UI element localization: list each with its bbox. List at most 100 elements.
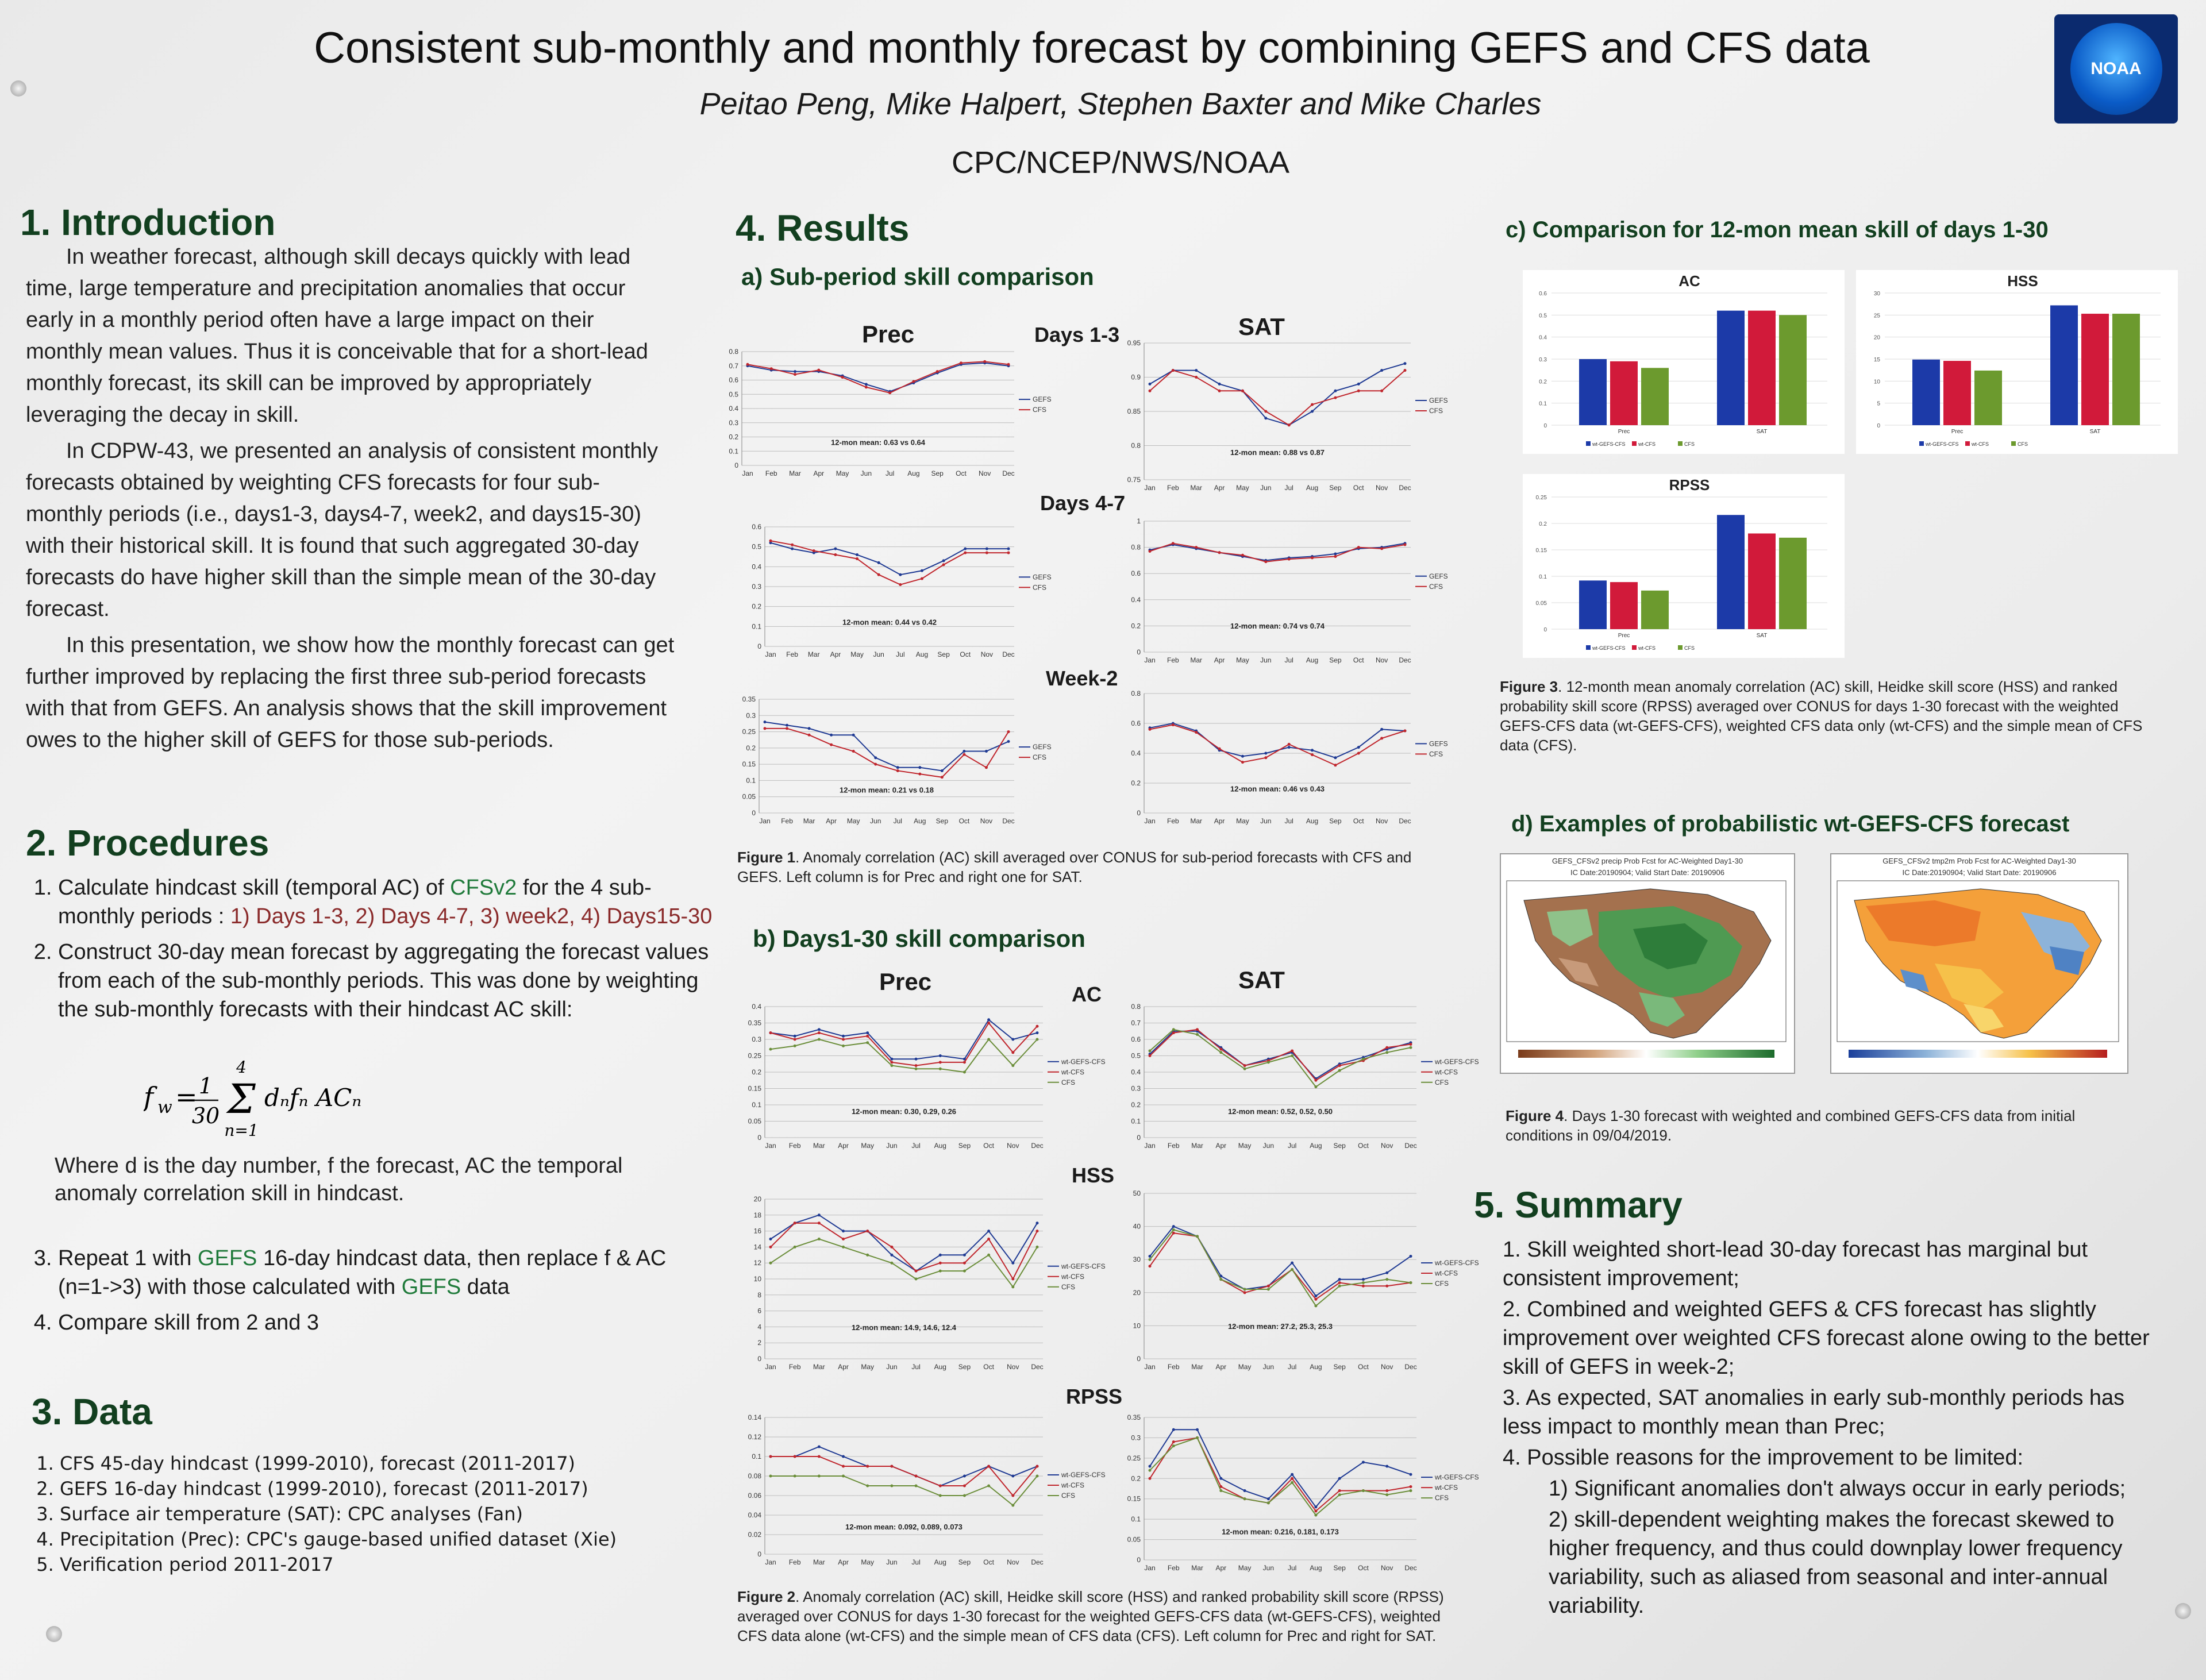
row-title-rpss: RPSS xyxy=(1066,1385,1123,1408)
data-point-wt-cfs xyxy=(1338,1064,1341,1068)
formula-equals: = xyxy=(175,1081,198,1112)
x-tick-label: Sep xyxy=(1329,817,1342,825)
data-point-cfs xyxy=(791,543,794,546)
bar-cfs xyxy=(1974,370,2002,425)
x-tick-label: Sep xyxy=(931,469,944,477)
data-point-cfs xyxy=(1291,1054,1294,1057)
figure1-label: Figure 1 xyxy=(737,849,796,866)
data-point-cfs xyxy=(935,370,939,373)
x-tick-label: Feb xyxy=(1168,1142,1180,1150)
y-tick-label: 0.25 xyxy=(742,728,756,736)
data-point-wt-cfs xyxy=(1314,1297,1318,1301)
procedures-heading: 2. Procedures xyxy=(26,822,270,864)
data-point-gefs xyxy=(1311,749,1314,752)
x-tick-label: Mar xyxy=(813,1558,825,1566)
x-tick-label: May xyxy=(861,1558,874,1566)
y-tick-label: 0.15 xyxy=(742,760,756,768)
data-point-cfs xyxy=(1314,1085,1318,1089)
data-point-wt-gefs-cfs xyxy=(914,1057,918,1061)
data-point-wt-gefs-cfs xyxy=(1148,1465,1152,1468)
data-point-gefs xyxy=(794,370,797,373)
y-tick-label: 0.06 xyxy=(748,1492,762,1500)
data-point-wt-cfs xyxy=(1361,1284,1365,1288)
x-tick-label: Feb xyxy=(789,1558,801,1566)
data-point-gefs xyxy=(1357,746,1360,749)
x-tick-label: Apr xyxy=(1214,484,1225,492)
data-point-wt-cfs xyxy=(1172,1231,1175,1235)
data-point-cfs xyxy=(1243,1288,1246,1291)
y-tick-label: 14 xyxy=(754,1243,762,1251)
legend-label: CFS xyxy=(1435,1078,1449,1086)
data-point-cfs xyxy=(793,1474,796,1478)
x-tick-label: SAT xyxy=(2090,429,2101,435)
results-a-heading: a) Sub-period skill comparison xyxy=(741,263,1094,290)
x-tick-label: Apr xyxy=(1214,656,1225,664)
y-tick-label: 5 xyxy=(1877,401,1880,407)
x-tick-label: Mar xyxy=(803,817,815,825)
data-point-cfs xyxy=(1264,560,1268,564)
procedure-item: Compare skill from 2 and 3 xyxy=(58,1308,719,1337)
data-point-cfs xyxy=(842,1474,845,1478)
data-point-wt-cfs xyxy=(938,1484,942,1488)
row-title-days4-7: Days 4-7 xyxy=(1040,491,1126,515)
x-tick-label: Jul xyxy=(1288,1363,1296,1371)
data-point-wt-cfs xyxy=(1314,1509,1318,1513)
data-point-cfs xyxy=(1314,1513,1318,1517)
series-line-gefs xyxy=(747,362,1009,392)
x-tick-label: Jul xyxy=(1288,1564,1296,1572)
x-tick-label: Nov xyxy=(980,817,992,825)
bar-chart-hss: HSS 0 5 10 15 20 25 30 Prec SAT wt-GEFS-CFS wt-CFS C… xyxy=(1856,270,2178,454)
bar-cfs xyxy=(2112,314,2140,425)
data-point-cfs xyxy=(1385,1051,1389,1054)
results-heading: 4. Results xyxy=(736,207,910,249)
intro-body: In weather forecast, although skill deca… xyxy=(26,241,675,756)
data-point-wt-cfs xyxy=(793,1455,796,1458)
data-point-cfs xyxy=(1148,1469,1152,1472)
data-point-wt-cfs xyxy=(914,1064,918,1068)
data-point-wt-cfs xyxy=(1243,1291,1246,1294)
x-tick-label: Mar xyxy=(1190,484,1202,492)
x-tick-label: Apr xyxy=(1215,1564,1226,1572)
data-point-cfs xyxy=(1361,1489,1365,1493)
data-point-wt-gefs-cfs xyxy=(1148,1254,1152,1258)
data-point-gefs xyxy=(1007,547,1010,550)
procedure-text: data xyxy=(461,1275,510,1299)
bar-wt-cfs xyxy=(1748,310,1776,425)
y-tick-label: 0 xyxy=(752,809,756,817)
data-point-cfs xyxy=(1172,1228,1175,1231)
data-point-cfs xyxy=(1385,1493,1389,1497)
data-point-cfs xyxy=(1148,389,1152,392)
y-tick-label: 0.05 xyxy=(1536,600,1547,607)
data-point-wt-cfs xyxy=(769,1245,772,1249)
x-tick-label: Aug xyxy=(1310,1564,1322,1572)
chart-prec-ac: 0 0.05 0.1 0.15 0.2 0.25 0.3 0.35 0.4 Jan Feb Mar Ap… xyxy=(738,1000,1112,1155)
data-point-wt-gefs-cfs xyxy=(1291,1261,1294,1265)
x-tick-label: Aug xyxy=(934,1363,946,1371)
x-tick-label: Aug xyxy=(1310,1142,1322,1150)
chart-mean-annotation: 12-mon mean: 0.46 vs 0.43 xyxy=(1230,785,1325,793)
data-point-cfs xyxy=(1409,1489,1412,1493)
bar-wt-cfs xyxy=(1748,533,1776,629)
chart-prec-days1-3: 0 0.1 0.2 0.3 0.4 0.5 0.6 0.7 0.8 Jan Feb Mar Apr May… xyxy=(715,345,1083,483)
data-point-wt-cfs xyxy=(1148,1265,1152,1268)
x-tick-label: Oct xyxy=(956,469,967,477)
data-point-wt-gefs-cfs xyxy=(987,1018,991,1022)
procedure-item: Construct 30-day mean forecast by aggreg… xyxy=(58,938,719,1024)
series-line-cfs xyxy=(1149,542,1406,562)
x-tick-label: Apr xyxy=(1215,1142,1226,1150)
data-point-cfs xyxy=(1148,549,1152,553)
row-title-ac: AC xyxy=(1072,982,1102,1006)
x-tick-label: Prec xyxy=(1618,633,1630,639)
data-point-cfs xyxy=(1148,727,1152,731)
data-point-wt-cfs xyxy=(1409,1043,1412,1046)
y-tick-label: 0.3 xyxy=(752,583,761,591)
x-tick-label: May xyxy=(850,650,864,658)
legend-label: wt-CFS xyxy=(1434,1068,1458,1076)
legend-label: CFS xyxy=(1061,1078,1075,1086)
x-tick-label: Nov xyxy=(1007,1363,1019,1371)
x-tick-label: Jun xyxy=(1260,656,1271,664)
series-line-wt-gefs-cfs xyxy=(771,1446,1038,1487)
data-point-wt-gefs-cfs xyxy=(963,1474,966,1478)
x-tick-label: May xyxy=(836,469,849,477)
x-tick-label: Jun xyxy=(870,817,881,825)
